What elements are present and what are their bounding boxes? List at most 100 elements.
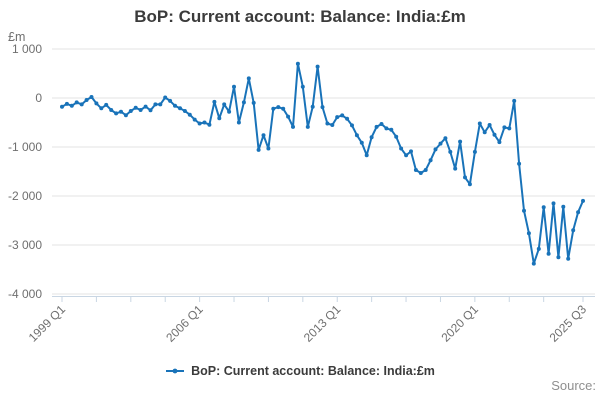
data-point-marker	[399, 146, 404, 151]
data-point-marker	[443, 136, 448, 141]
data-point-marker	[345, 116, 350, 121]
data-point-marker	[182, 109, 187, 113]
data-point-marker	[114, 111, 119, 116]
data-point-marker	[212, 99, 217, 104]
data-point-marker	[350, 123, 354, 128]
data-point-marker	[517, 161, 522, 166]
data-series-markers	[60, 61, 585, 266]
y-gridlines	[52, 48, 595, 295]
legend-label: BoP: Current account: Balance: India:£m	[191, 364, 435, 378]
data-point-marker	[271, 106, 276, 111]
data-point-marker	[384, 126, 389, 131]
data-point-marker	[354, 133, 359, 138]
y-axis-tick-label: -1 000	[8, 140, 42, 154]
data-point-marker	[222, 102, 227, 107]
data-point-marker	[310, 104, 315, 109]
data-point-marker	[522, 208, 526, 213]
data-point-marker	[246, 76, 251, 81]
y-axis-tick-label: -3 000	[8, 238, 42, 252]
data-point-marker	[561, 204, 566, 209]
data-point-marker	[74, 100, 79, 105]
x-axis-tick-label: 2020 Q1	[439, 302, 482, 345]
x-axis-labels: 1999 Q1 2006 Q1 2013 Q1 2020 Q1 2025 Q3	[26, 302, 590, 345]
data-point-marker	[507, 126, 512, 131]
data-point-marker	[305, 124, 310, 129]
data-point-marker	[94, 101, 99, 106]
data-point-marker	[413, 168, 418, 172]
data-point-marker	[502, 125, 507, 130]
data-point-marker	[286, 114, 291, 119]
x-axis-tick-label: 1999 Q1	[26, 302, 69, 345]
data-point-marker	[256, 147, 261, 152]
chart-title: BoP: Current account: Balance: India:£m	[134, 7, 466, 26]
y-axis-tick-label: 1 000	[12, 42, 42, 56]
data-point-marker	[576, 210, 581, 215]
data-point-marker	[536, 246, 541, 251]
data-point-marker	[99, 106, 104, 111]
x-axis	[52, 296, 595, 302]
y-axis-tick-label: -4 000	[8, 287, 42, 301]
data-point-marker	[227, 109, 232, 114]
y-axis-unit-label: £m	[8, 30, 26, 44]
data-point-marker	[178, 106, 182, 111]
data-point-marker	[581, 198, 585, 203]
y-axis-tick-label: 0	[35, 91, 42, 105]
data-point-marker	[463, 175, 467, 180]
data-point-marker	[556, 255, 561, 260]
data-point-marker	[251, 100, 256, 105]
source-label: Source:	[551, 378, 596, 393]
data-point-marker	[526, 231, 531, 236]
data-point-marker	[512, 98, 517, 103]
data-point-marker	[158, 102, 163, 107]
data-point-marker	[291, 124, 295, 129]
legend-line-marker-icon	[166, 368, 185, 374]
data-point-marker	[379, 122, 384, 126]
data-point-marker	[467, 182, 472, 187]
data-point-marker	[487, 123, 492, 127]
data-point-marker	[566, 256, 571, 261]
data-point-marker	[472, 149, 477, 154]
x-axis-tick-label: 2006 Q1	[163, 302, 206, 345]
data-point-marker	[546, 251, 551, 256]
data-point-marker	[104, 102, 109, 107]
data-point-marker	[330, 123, 335, 127]
data-point-marker	[428, 158, 433, 163]
data-point-marker	[119, 109, 123, 114]
data-point-marker	[148, 108, 153, 113]
data-point-marker	[433, 147, 438, 152]
data-point-marker	[236, 120, 241, 125]
data-point-marker	[418, 171, 423, 175]
data-point-marker	[315, 64, 320, 69]
data-point-marker	[163, 95, 168, 100]
data-point-marker	[197, 121, 202, 126]
data-series-line	[61, 62, 584, 265]
data-point-marker	[109, 108, 114, 112]
data-point-marker	[128, 109, 133, 113]
y-axis-tick-label: -2 000	[8, 189, 42, 203]
data-point-marker	[541, 205, 546, 210]
data-point-marker	[187, 112, 192, 117]
data-point-marker	[394, 134, 399, 139]
data-point-marker	[89, 95, 94, 99]
data-point-marker	[79, 102, 84, 107]
data-point-marker	[423, 168, 428, 172]
data-point-marker	[492, 132, 497, 137]
data-point-marker	[448, 149, 453, 154]
data-point-marker	[482, 130, 487, 135]
data-point-marker	[531, 261, 536, 266]
data-point-marker	[374, 124, 379, 129]
data-point-marker	[438, 141, 443, 146]
data-point-marker	[551, 201, 556, 206]
data-point-marker	[276, 105, 281, 110]
data-point-marker	[497, 140, 502, 145]
data-point-marker	[192, 117, 197, 122]
x-axis-tick-label: 2013 Q1	[301, 302, 344, 345]
data-point-marker	[300, 84, 305, 89]
data-point-marker	[217, 116, 222, 121]
data-point-marker	[359, 140, 364, 145]
data-point-marker	[232, 84, 236, 89]
legend-item[interactable]: BoP: Current account: Balance: India:£m	[0, 364, 600, 378]
data-point-marker	[477, 121, 482, 126]
data-point-marker	[69, 103, 74, 108]
